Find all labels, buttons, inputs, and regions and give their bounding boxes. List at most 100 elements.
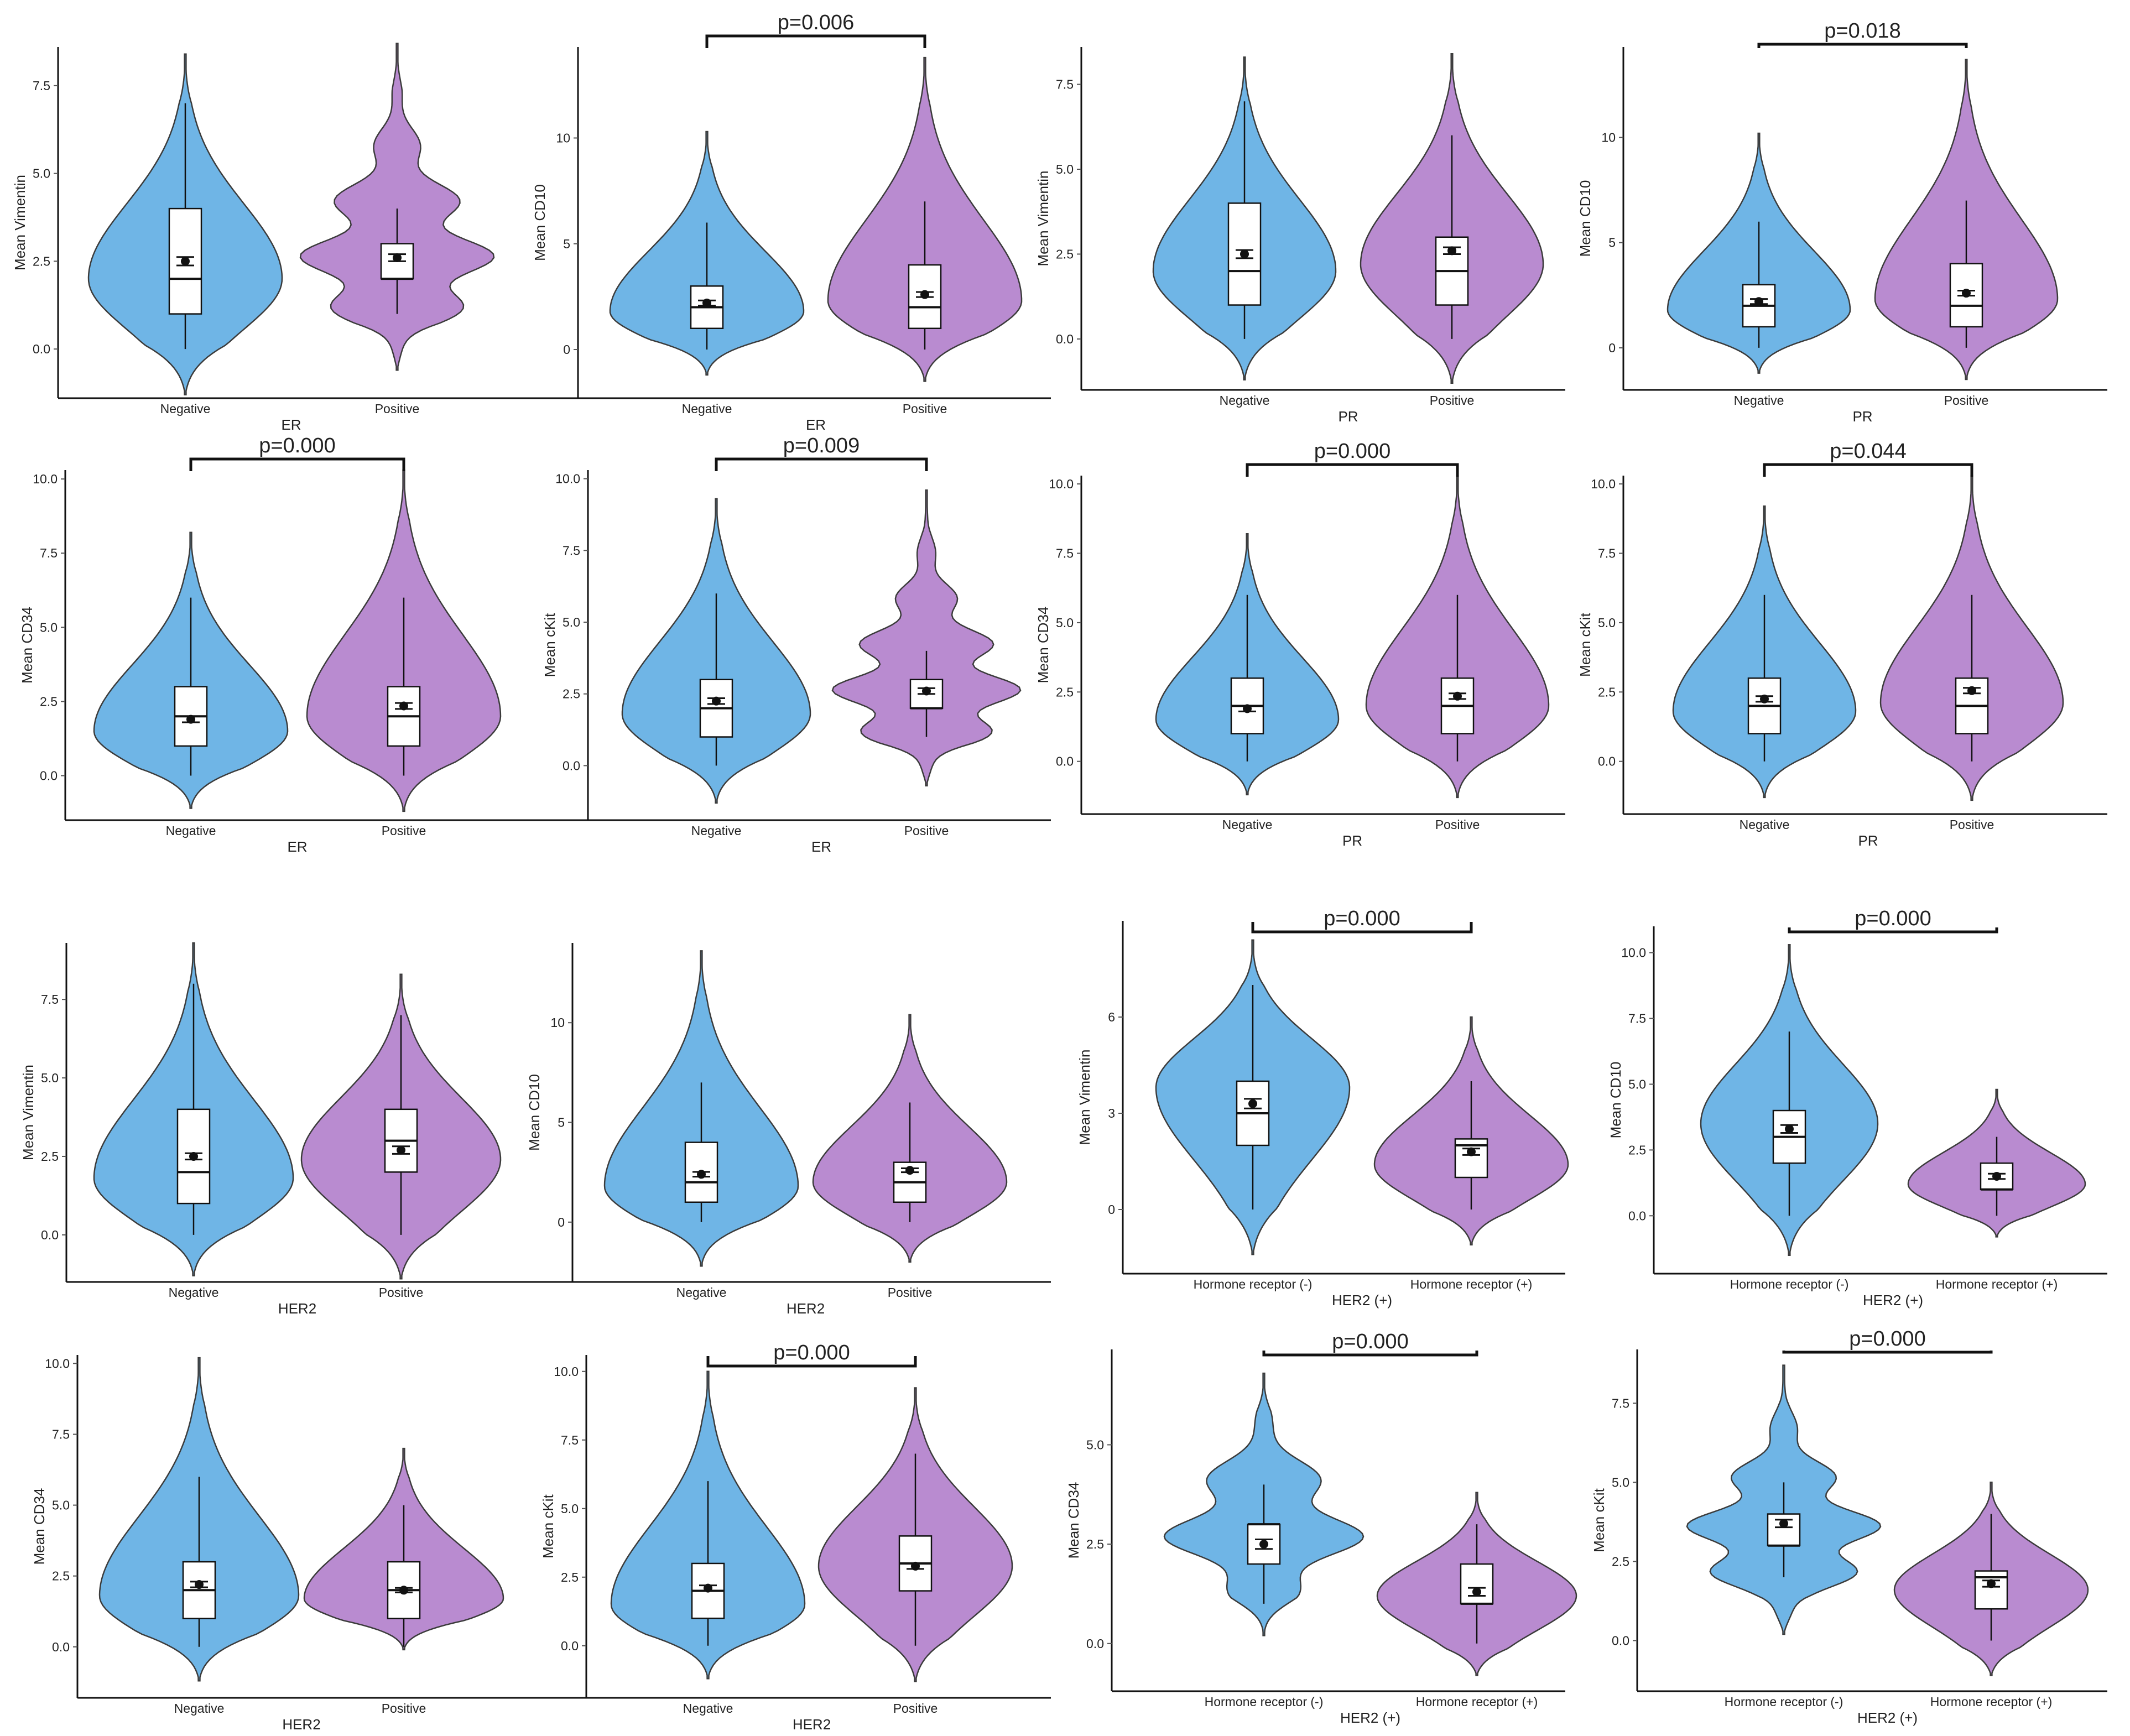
- p-value-label: p=0.000: [1314, 440, 1391, 463]
- y-axis-title: Mean CD10: [526, 1074, 543, 1151]
- y-tick-label: 5.0: [41, 1071, 59, 1085]
- y-tick-label: 6: [1108, 1010, 1115, 1024]
- mean-point: [905, 1166, 914, 1175]
- x-category-label: Negative: [1222, 817, 1273, 832]
- chart-panel: 0.0 2.5 5.0 7.5 Mean Vimentin Negative Positiv…: [1035, 47, 1565, 425]
- x-category-label: Hormone receptor (-): [1730, 1277, 1849, 1291]
- y-axis-title: Mean CD10: [1607, 1062, 1624, 1139]
- y-tick-label: 5.0: [1056, 162, 1074, 176]
- y-tick-label: 5.0: [1086, 1437, 1104, 1452]
- y-axis-title: Mean CD10: [532, 184, 548, 261]
- y-axis-title: Mean CD34: [1065, 1482, 1082, 1559]
- x-axis-title: ER: [281, 416, 301, 433]
- y-axis-title: Mean CD34: [19, 607, 35, 684]
- x-axis-title: HER2: [278, 1300, 316, 1317]
- mean-point: [920, 290, 929, 299]
- y-tick-label: 5.0: [40, 620, 58, 634]
- p-value-label: p=0.018: [1824, 19, 1900, 43]
- x-category-label: Negative: [160, 402, 211, 416]
- mean-point: [702, 298, 711, 307]
- x-category-label: Negative: [683, 1701, 733, 1716]
- y-tick-label: 10.0: [1621, 946, 1646, 960]
- x-category-label: Hormone receptor (-): [1194, 1277, 1313, 1291]
- y-tick-label: 7.5: [563, 543, 580, 557]
- mean-point: [1987, 1579, 1996, 1588]
- y-tick-label: 0.0: [52, 1640, 70, 1654]
- chart-panel: 0 5 10 Mean CD10 Negative Positive ER p=0.006: [532, 11, 1051, 433]
- significance-bracket: [1246, 463, 1459, 477]
- y-tick-label: 0.0: [33, 342, 50, 356]
- y-tick-label: 0: [1108, 1202, 1115, 1217]
- x-category-label: Positive: [1430, 393, 1475, 408]
- y-axis-title: Mean Vimentin: [1076, 1050, 1093, 1145]
- x-category-label: Negative: [1734, 393, 1784, 408]
- mean-point: [397, 1145, 405, 1155]
- x-axis-title: PR: [1338, 408, 1358, 425]
- chart-panel: 0 5 10 Mean CD10 Negative Positive HER2: [526, 943, 1051, 1317]
- x-category-label: Positive: [903, 402, 947, 416]
- x-axis-title: HER2 (+): [1332, 1292, 1392, 1308]
- violin-positive: [831, 489, 1022, 786]
- significance-bracket: [1262, 1351, 1478, 1357]
- x-category-label: Positive: [893, 1701, 938, 1716]
- y-tick-label: 5.0: [1598, 616, 1616, 630]
- p-value-label: p=0.000: [1332, 1330, 1408, 1353]
- x-axis-title: HER2 (+): [1857, 1709, 1918, 1726]
- mean-point: [1467, 1147, 1476, 1156]
- chart-panel: 0.0 2.5 5.0 7.5 10.0 Mean CD34 Negative Positiv…: [19, 434, 1051, 855]
- mean-point: [1967, 686, 1976, 695]
- mean-point: [1243, 704, 1252, 713]
- y-tick-label: 5.0: [52, 1498, 70, 1513]
- x-category-label: Negative: [682, 402, 732, 416]
- y-tick-label: 10.0: [555, 472, 580, 486]
- x-category-label: Negative: [169, 1285, 219, 1300]
- y-tick-label: 7.5: [1598, 546, 1616, 560]
- y-tick-label: 2.5: [41, 1149, 59, 1164]
- mean-point: [399, 1586, 408, 1595]
- y-tick-label: 7.5: [33, 79, 50, 93]
- y-tick-label: 7.5: [1628, 1012, 1646, 1026]
- chart-panel: 0 5 10 Mean CD10 Negative Positive PR p=0.018: [1577, 19, 2107, 425]
- y-tick-label: 2.5: [1056, 247, 1074, 261]
- chart-panel: 0.0 2.5 5.0 7.5 10.0 Mean CD34 Negative Positiv…: [1035, 440, 1565, 849]
- y-axis-title: Mean cKit: [540, 1494, 556, 1558]
- y-tick-label: 10: [1601, 131, 1616, 145]
- p-value-label: p=0.044: [1830, 440, 1906, 463]
- y-tick-label: 10.0: [45, 1356, 70, 1370]
- mean-point: [922, 686, 931, 696]
- y-tick-label: 5.0: [563, 615, 580, 629]
- mean-point: [1447, 246, 1456, 256]
- y-tick-label: 0.0: [1612, 1633, 1629, 1648]
- chart-panel: 0.0 2.5 5.0 7.5 Mean cKit Hormone receptor (-…: [1591, 1327, 2107, 1726]
- x-category-label: Negative: [676, 1285, 727, 1300]
- y-tick-label: 5.0: [1612, 1475, 1629, 1489]
- y-tick-label: 0: [1608, 341, 1616, 355]
- y-axis-title: Mean cKit: [1591, 1488, 1607, 1552]
- x-axis-title: PR: [1852, 408, 1872, 425]
- x-category-label: Negative: [166, 823, 216, 838]
- x-axis-title: PR: [1858, 832, 1878, 849]
- chart-panel: 0.0 2.5 5.0 Mean CD34 Hormone receptor (-) Ho…: [1065, 1330, 1577, 1726]
- y-tick-label: 0: [558, 1215, 565, 1229]
- y-axis-title: Mean cKit: [541, 613, 558, 677]
- x-axis-title: ER: [806, 416, 826, 433]
- y-axis-title: Mean CD34: [1035, 607, 1051, 684]
- significance-bracket: [1251, 922, 1473, 934]
- y-tick-label: 0.0: [1628, 1208, 1646, 1223]
- y-tick-label: 10: [550, 1015, 565, 1030]
- x-category-label: Positive: [379, 1285, 424, 1300]
- y-tick-label: 5: [558, 1115, 565, 1130]
- chart-panel: 0.0 2.5 5.0 7.5 Mean Vimentin Negative Positiv…: [12, 43, 1051, 433]
- x-category-label: Positive: [1944, 393, 1989, 408]
- y-tick-label: 5: [1608, 236, 1616, 250]
- x-category-label: Negative: [1220, 393, 1270, 408]
- y-tick-label: 0.0: [41, 1228, 59, 1242]
- y-tick-label: 2.5: [1086, 1537, 1104, 1551]
- x-category-label: Positive: [1435, 817, 1480, 832]
- y-tick-label: 0.0: [563, 758, 580, 773]
- mean-point: [1962, 289, 1971, 298]
- chart-panel: 0 3 6 Mean Vimentin Hormone receptor (-) Horm…: [1076, 907, 1569, 1308]
- y-tick-label: 0: [563, 342, 570, 357]
- y-tick-label: 0.0: [1086, 1636, 1104, 1651]
